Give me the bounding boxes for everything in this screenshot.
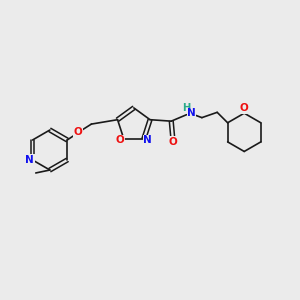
Text: O: O <box>240 103 249 113</box>
Text: N: N <box>187 108 196 118</box>
Text: O: O <box>168 137 177 147</box>
Text: O: O <box>116 135 124 145</box>
Text: N: N <box>25 155 34 165</box>
Text: H: H <box>182 103 191 113</box>
Text: O: O <box>74 127 82 137</box>
Text: N: N <box>143 135 152 145</box>
